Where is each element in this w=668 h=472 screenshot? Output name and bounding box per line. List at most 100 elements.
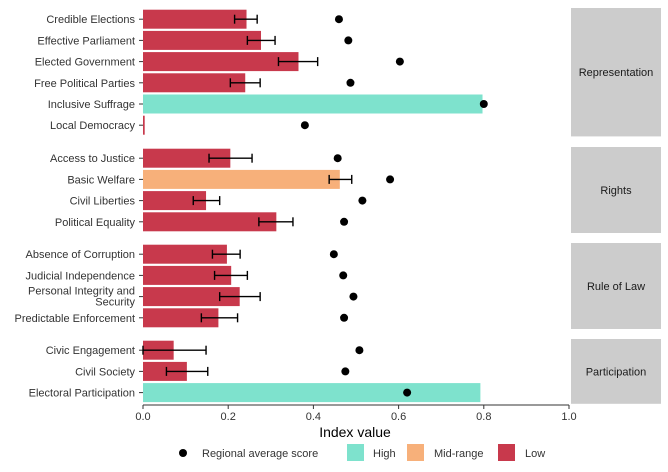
- bar: [143, 361, 187, 381]
- facet-strip: [571, 147, 661, 233]
- category-label: Inclusive Suffrage: [48, 99, 135, 111]
- facet-strip: [571, 243, 661, 329]
- bar: [143, 287, 240, 307]
- legend-item-regional: Regional average score: [179, 448, 318, 460]
- bar-row: Inclusive Suffrage: [48, 94, 488, 114]
- bar-row: Personal Integrity and Security: [28, 286, 358, 309]
- x-tick-label: 0.8: [476, 411, 491, 423]
- category-label: Judicial Independence: [26, 270, 135, 282]
- bar: [143, 148, 231, 168]
- bar-row: Free Political Parties: [34, 73, 355, 93]
- category-label-line: Personal Integrity and: [28, 286, 135, 298]
- category-label: Elected Government: [35, 57, 135, 69]
- bar: [143, 169, 340, 189]
- bar: [143, 383, 481, 403]
- bar: [143, 115, 145, 135]
- regional-average-point: [341, 367, 350, 376]
- panel-rights: Rights Access to Justice Basic Welfare Civi…: [50, 147, 661, 233]
- regional-average-point: [355, 346, 364, 355]
- category-label: Political Equality: [55, 217, 136, 229]
- regional-average-point: [340, 313, 349, 322]
- bar-row: Civil Society: [75, 361, 350, 381]
- bar-row: Electoral Participation: [29, 383, 481, 403]
- category-label: Local Democracy: [50, 120, 135, 132]
- bar: [143, 94, 483, 114]
- bar-row: Elected Government: [35, 52, 404, 72]
- regional-average-point: [479, 100, 488, 108]
- x-tick-label: 0.2: [221, 411, 236, 423]
- category-label-line: Security: [95, 297, 135, 309]
- regional-average-point: [334, 15, 343, 24]
- regional-average-point: [349, 292, 358, 301]
- legend-label: Low: [525, 448, 545, 460]
- category-label: Absence of Corruption: [26, 249, 135, 261]
- x-axis: 0.0 0.2 0.4 0.6 0.8 1.0: [135, 404, 577, 423]
- bar: [143, 30, 262, 50]
- x-tick-label: 0.0: [135, 411, 150, 423]
- x-axis-label: Index value: [319, 424, 391, 440]
- category-label: Basic Welfare: [67, 174, 135, 186]
- bar-row: Civil Liberties: [70, 191, 367, 211]
- regional-average-point: [346, 78, 355, 87]
- bar-row: Civic Engagement: [46, 340, 364, 360]
- regional-average-point: [395, 57, 404, 66]
- facet-strip-label: Rule of Law: [587, 281, 645, 293]
- regional-average-point: [340, 217, 349, 226]
- bar: [143, 308, 219, 328]
- category-label: Civic Engagement: [46, 345, 135, 357]
- legend: Regional average score High Mid-range Low: [179, 444, 545, 461]
- category-label: Civil Liberties: [70, 196, 136, 208]
- category-label: Electoral Participation: [29, 388, 135, 400]
- x-tick-label: 1.0: [561, 411, 576, 423]
- bar-row: Predictable Enforcement: [15, 308, 349, 328]
- bar-row: Basic Welfare: [67, 169, 395, 189]
- regional-average-point: [358, 196, 367, 205]
- bar-row: Access to Justice: [50, 148, 342, 168]
- category-label: Effective Parliament: [37, 35, 135, 47]
- regional-average-point: [300, 121, 309, 130]
- legend-label: Mid-range: [434, 448, 484, 460]
- x-tick-label: 0.4: [306, 411, 321, 423]
- facet-strip: [571, 8, 661, 137]
- regional-average-point: [329, 250, 338, 259]
- category-label: Civil Society: [75, 366, 135, 378]
- regional-average-point: [344, 36, 353, 45]
- bar: [143, 73, 246, 93]
- bar: [143, 52, 299, 72]
- regional-average-point: [339, 271, 348, 280]
- bar-row: Credible Elections: [46, 9, 343, 29]
- legend-key-swatch: [347, 444, 364, 461]
- chart-panels: Representation Credible Elections Effectiv…: [15, 8, 661, 404]
- facet-strip-label: Rights: [600, 185, 632, 197]
- legend-item-low: Low: [498, 444, 545, 461]
- bar-row: Absence of Corruption: [26, 244, 338, 264]
- bar: [143, 191, 207, 211]
- category-label: Personal Integrity and Security: [28, 286, 136, 309]
- bar: [143, 244, 227, 264]
- bar-row: Political Equality: [55, 212, 349, 232]
- legend-item-mid: Mid-range: [407, 444, 484, 461]
- bar-row: Judicial Independence: [26, 265, 348, 285]
- legend-key-swatch: [407, 444, 424, 461]
- regional-average-point: [403, 388, 412, 397]
- bar: [143, 212, 277, 232]
- facet-strip: [571, 339, 661, 404]
- panel-participation: Participation Civic Engagement Civil Socie…: [29, 339, 661, 404]
- x-tick-label: 0.6: [391, 411, 406, 423]
- legend-item-high: High: [347, 444, 396, 461]
- bar-row: Local Democracy: [50, 115, 309, 135]
- regional-average-point: [386, 175, 395, 184]
- bar: [143, 9, 247, 29]
- category-label: Predictable Enforcement: [15, 313, 135, 325]
- bar: [143, 265, 232, 285]
- category-label: Credible Elections: [46, 14, 135, 26]
- facet-strip-label: Participation: [586, 366, 647, 378]
- panel-rule-of-law: Rule of Law Absence of Corruption Judicial…: [15, 243, 661, 329]
- bar-row: Effective Parliament: [37, 30, 353, 50]
- legend-key-swatch: [498, 444, 515, 461]
- legend-label: High: [373, 448, 396, 460]
- legend-key-point: [179, 449, 187, 457]
- panel-representation: Representation Credible Elections Effectiv…: [34, 8, 661, 137]
- regional-average-point: [333, 154, 342, 163]
